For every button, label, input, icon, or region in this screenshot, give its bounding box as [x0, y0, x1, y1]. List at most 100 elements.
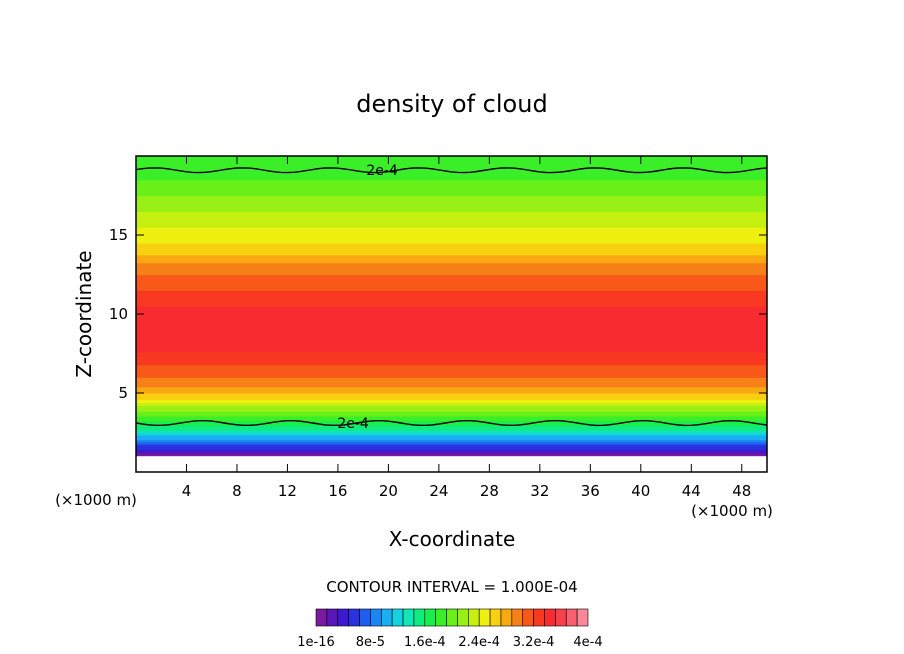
- colorbar-swatch: [565, 608, 578, 627]
- field-band: [136, 389, 767, 394]
- field-band: [136, 325, 767, 331]
- field-band: [136, 451, 767, 455]
- colorbar-tick-label: 3.2e-4: [513, 635, 555, 650]
- y-tick-label: 15: [109, 226, 128, 244]
- field-band: [136, 380, 767, 385]
- field-band: [136, 310, 767, 315]
- colorbar-swatch: [315, 608, 328, 627]
- field-band: [136, 333, 767, 339]
- colorbar-swatch: [457, 608, 469, 627]
- colorbar-swatch: [348, 608, 360, 627]
- x-tick-label: 48: [732, 482, 751, 500]
- field-band: [136, 358, 767, 362]
- chart-title: density of cloud: [356, 90, 547, 118]
- x-tick-label: 28: [480, 482, 499, 500]
- field-band: [136, 337, 767, 343]
- field-band: [136, 418, 767, 422]
- field-band: [136, 383, 767, 388]
- colorbar-swatch: [424, 608, 436, 627]
- field-band: [136, 195, 767, 201]
- field-band: [136, 294, 767, 299]
- colorbar-tick-label: 1.6e-4: [404, 635, 446, 650]
- colorbar: [315, 608, 589, 627]
- field-band: [136, 238, 767, 244]
- field-band: [136, 207, 767, 212]
- field-band: [136, 444, 767, 448]
- field-band: [136, 317, 767, 323]
- field-band: [136, 219, 767, 224]
- y-axis-label: Z-coordinate: [72, 250, 96, 377]
- field-band: [136, 430, 767, 434]
- field-band: [136, 254, 767, 260]
- colorbar-swatch: [326, 608, 339, 627]
- field-band: [136, 405, 767, 410]
- field-band: [136, 321, 767, 327]
- field-band: [136, 449, 767, 453]
- field-band: [136, 167, 767, 173]
- field-band: [136, 329, 767, 335]
- field-band: [136, 386, 767, 391]
- field-band: [136, 402, 767, 407]
- colorbar-swatch: [478, 608, 491, 627]
- field-empty: [136, 456, 767, 472]
- field-band: [136, 351, 767, 356]
- colorbar-swatch: [446, 608, 458, 627]
- field-band: [136, 302, 767, 307]
- field-band: [136, 223, 767, 228]
- field-band: [136, 156, 767, 161]
- field-band: [136, 266, 767, 272]
- field-band: [136, 215, 767, 220]
- x-tick-label: 8: [232, 482, 242, 500]
- field-band: [136, 250, 767, 256]
- field-band: [136, 423, 767, 426]
- field-band: [136, 306, 767, 311]
- field-band: [136, 298, 767, 303]
- field-band: [136, 374, 767, 378]
- field-band: [136, 364, 767, 369]
- field-band: [136, 408, 767, 412]
- field-band: [136, 432, 767, 436]
- colorbar-swatch: [555, 608, 567, 627]
- contour-labels: 2e-4 2e-4: [337, 163, 398, 432]
- field-band: [136, 274, 767, 280]
- field-band: [136, 163, 767, 169]
- field-band: [136, 290, 767, 295]
- x-tick-label: 40: [631, 482, 650, 500]
- contour-lines: [135, 167, 768, 427]
- x-tick-label: 4: [182, 482, 192, 500]
- field-band: [136, 286, 767, 291]
- field-band: [136, 396, 767, 400]
- x-tick-label: 36: [581, 482, 600, 500]
- field-band: [136, 203, 767, 208]
- x-unit-label-left: (×1000 m): [55, 491, 137, 509]
- field-band: [136, 258, 767, 264]
- field-band: [136, 314, 767, 319]
- field-band: [136, 199, 767, 204]
- field-band: [136, 434, 767, 438]
- colorbar-swatch: [522, 608, 534, 627]
- colorbar-swatch: [544, 608, 556, 627]
- x-axis-label: X-coordinate: [389, 527, 516, 551]
- field-band: [136, 453, 767, 457]
- field-band: [136, 345, 767, 350]
- field-band: [136, 415, 767, 419]
- field-band: [136, 413, 767, 417]
- colorbar-swatch: [533, 608, 545, 627]
- field-band: [136, 175, 767, 181]
- field-band: [136, 361, 767, 366]
- colorbar-labels: 1e-16 8e-5 1.6e-4 2.4e-4 3.2e-4 4e-4: [297, 635, 602, 650]
- x-unit-label-right: (×1000 m): [691, 502, 773, 520]
- colorbar-swatch: [413, 608, 426, 627]
- colorbar-tick-label: 8e-5: [356, 635, 385, 650]
- colorbar-swatch: [576, 608, 589, 627]
- colorbar-swatch: [500, 608, 513, 627]
- contour-line: [135, 167, 768, 174]
- colorbar-swatch: [370, 608, 382, 627]
- field-band: [136, 411, 767, 415]
- field-band: [136, 393, 767, 397]
- contour-label: 2e-4: [337, 416, 369, 432]
- field-band: [136, 171, 767, 177]
- field-band: [136, 341, 767, 347]
- field-band: [136, 262, 767, 268]
